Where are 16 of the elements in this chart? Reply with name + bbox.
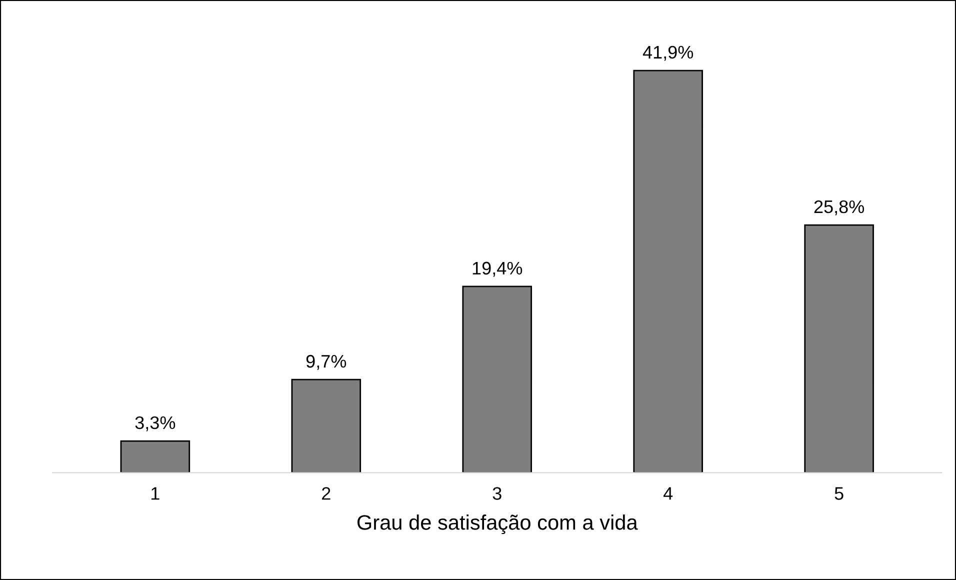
data-label: 3,3% [135,416,176,432]
data-label: 41,9% [642,46,694,61]
bar [633,70,703,473]
x-tick-label: 5 [834,487,844,500]
data-label: 19,4% [472,262,522,277]
x-tick-label: 4 [663,487,673,500]
bar [291,378,362,473]
x-tick-label: 3 [492,487,502,500]
data-label: 25,8% [814,200,864,216]
x-axis-title: Grau de satisfação com a vida [357,514,638,534]
x-tick-label: 2 [322,487,330,500]
data-label: 9,7% [306,354,346,370]
x-tick-label: 1 [152,487,160,500]
bar [804,224,874,473]
bar [462,286,532,473]
bar [120,440,190,473]
